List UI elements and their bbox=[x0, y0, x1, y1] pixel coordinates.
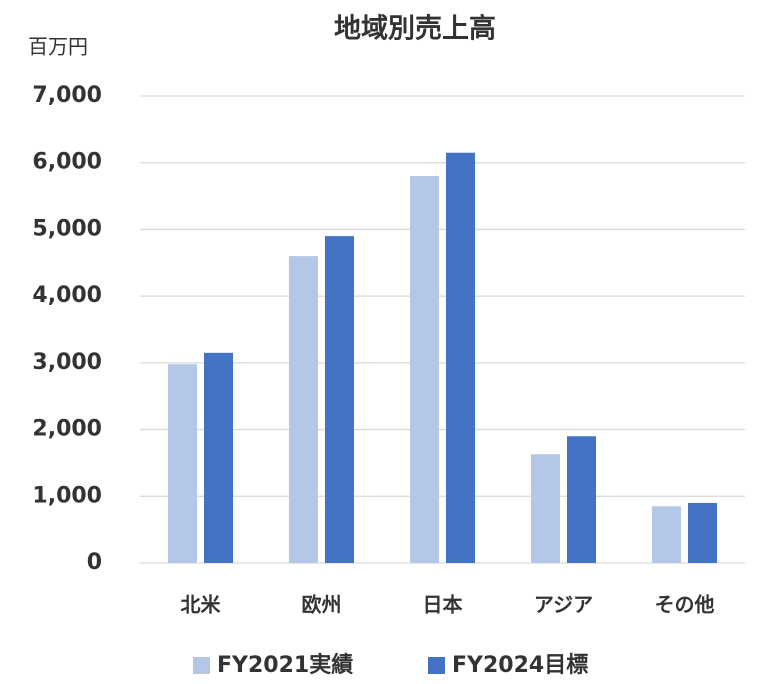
bar bbox=[567, 436, 596, 563]
bar bbox=[204, 352, 233, 563]
x-tick-label: 欧州 bbox=[302, 593, 342, 617]
bar bbox=[531, 454, 560, 563]
x-tick-label: その他 bbox=[655, 593, 715, 617]
legend-swatch bbox=[193, 657, 210, 674]
legend-label: FY2024目標 bbox=[452, 653, 588, 678]
x-tick-label: 日本 bbox=[423, 593, 463, 617]
y-tick-label: 4,000 bbox=[32, 283, 102, 308]
x-tick-label: アジア bbox=[534, 593, 593, 617]
bar bbox=[168, 364, 197, 563]
y-tick-label: 5,000 bbox=[32, 216, 102, 241]
bar bbox=[446, 152, 475, 563]
legend-label: FY2021実績 bbox=[217, 652, 353, 678]
chart-title: 地域別売上高 bbox=[334, 13, 496, 45]
bar bbox=[325, 236, 354, 563]
y-unit: 百万円 bbox=[28, 35, 88, 59]
bar bbox=[688, 502, 717, 563]
legend-swatch bbox=[428, 657, 445, 674]
y-tick-label: 6,000 bbox=[32, 150, 102, 175]
y-tick-label: 2,000 bbox=[32, 417, 102, 442]
x-tick-label: 北米 bbox=[181, 593, 222, 617]
bar bbox=[289, 256, 318, 563]
y-tick-label: 3,000 bbox=[32, 350, 102, 375]
y-tick-label: 0 bbox=[87, 550, 102, 575]
bar bbox=[652, 506, 681, 563]
y-tick-label: 1,000 bbox=[32, 483, 102, 508]
bar bbox=[410, 176, 439, 564]
y-tick-label: 7,000 bbox=[32, 83, 102, 108]
